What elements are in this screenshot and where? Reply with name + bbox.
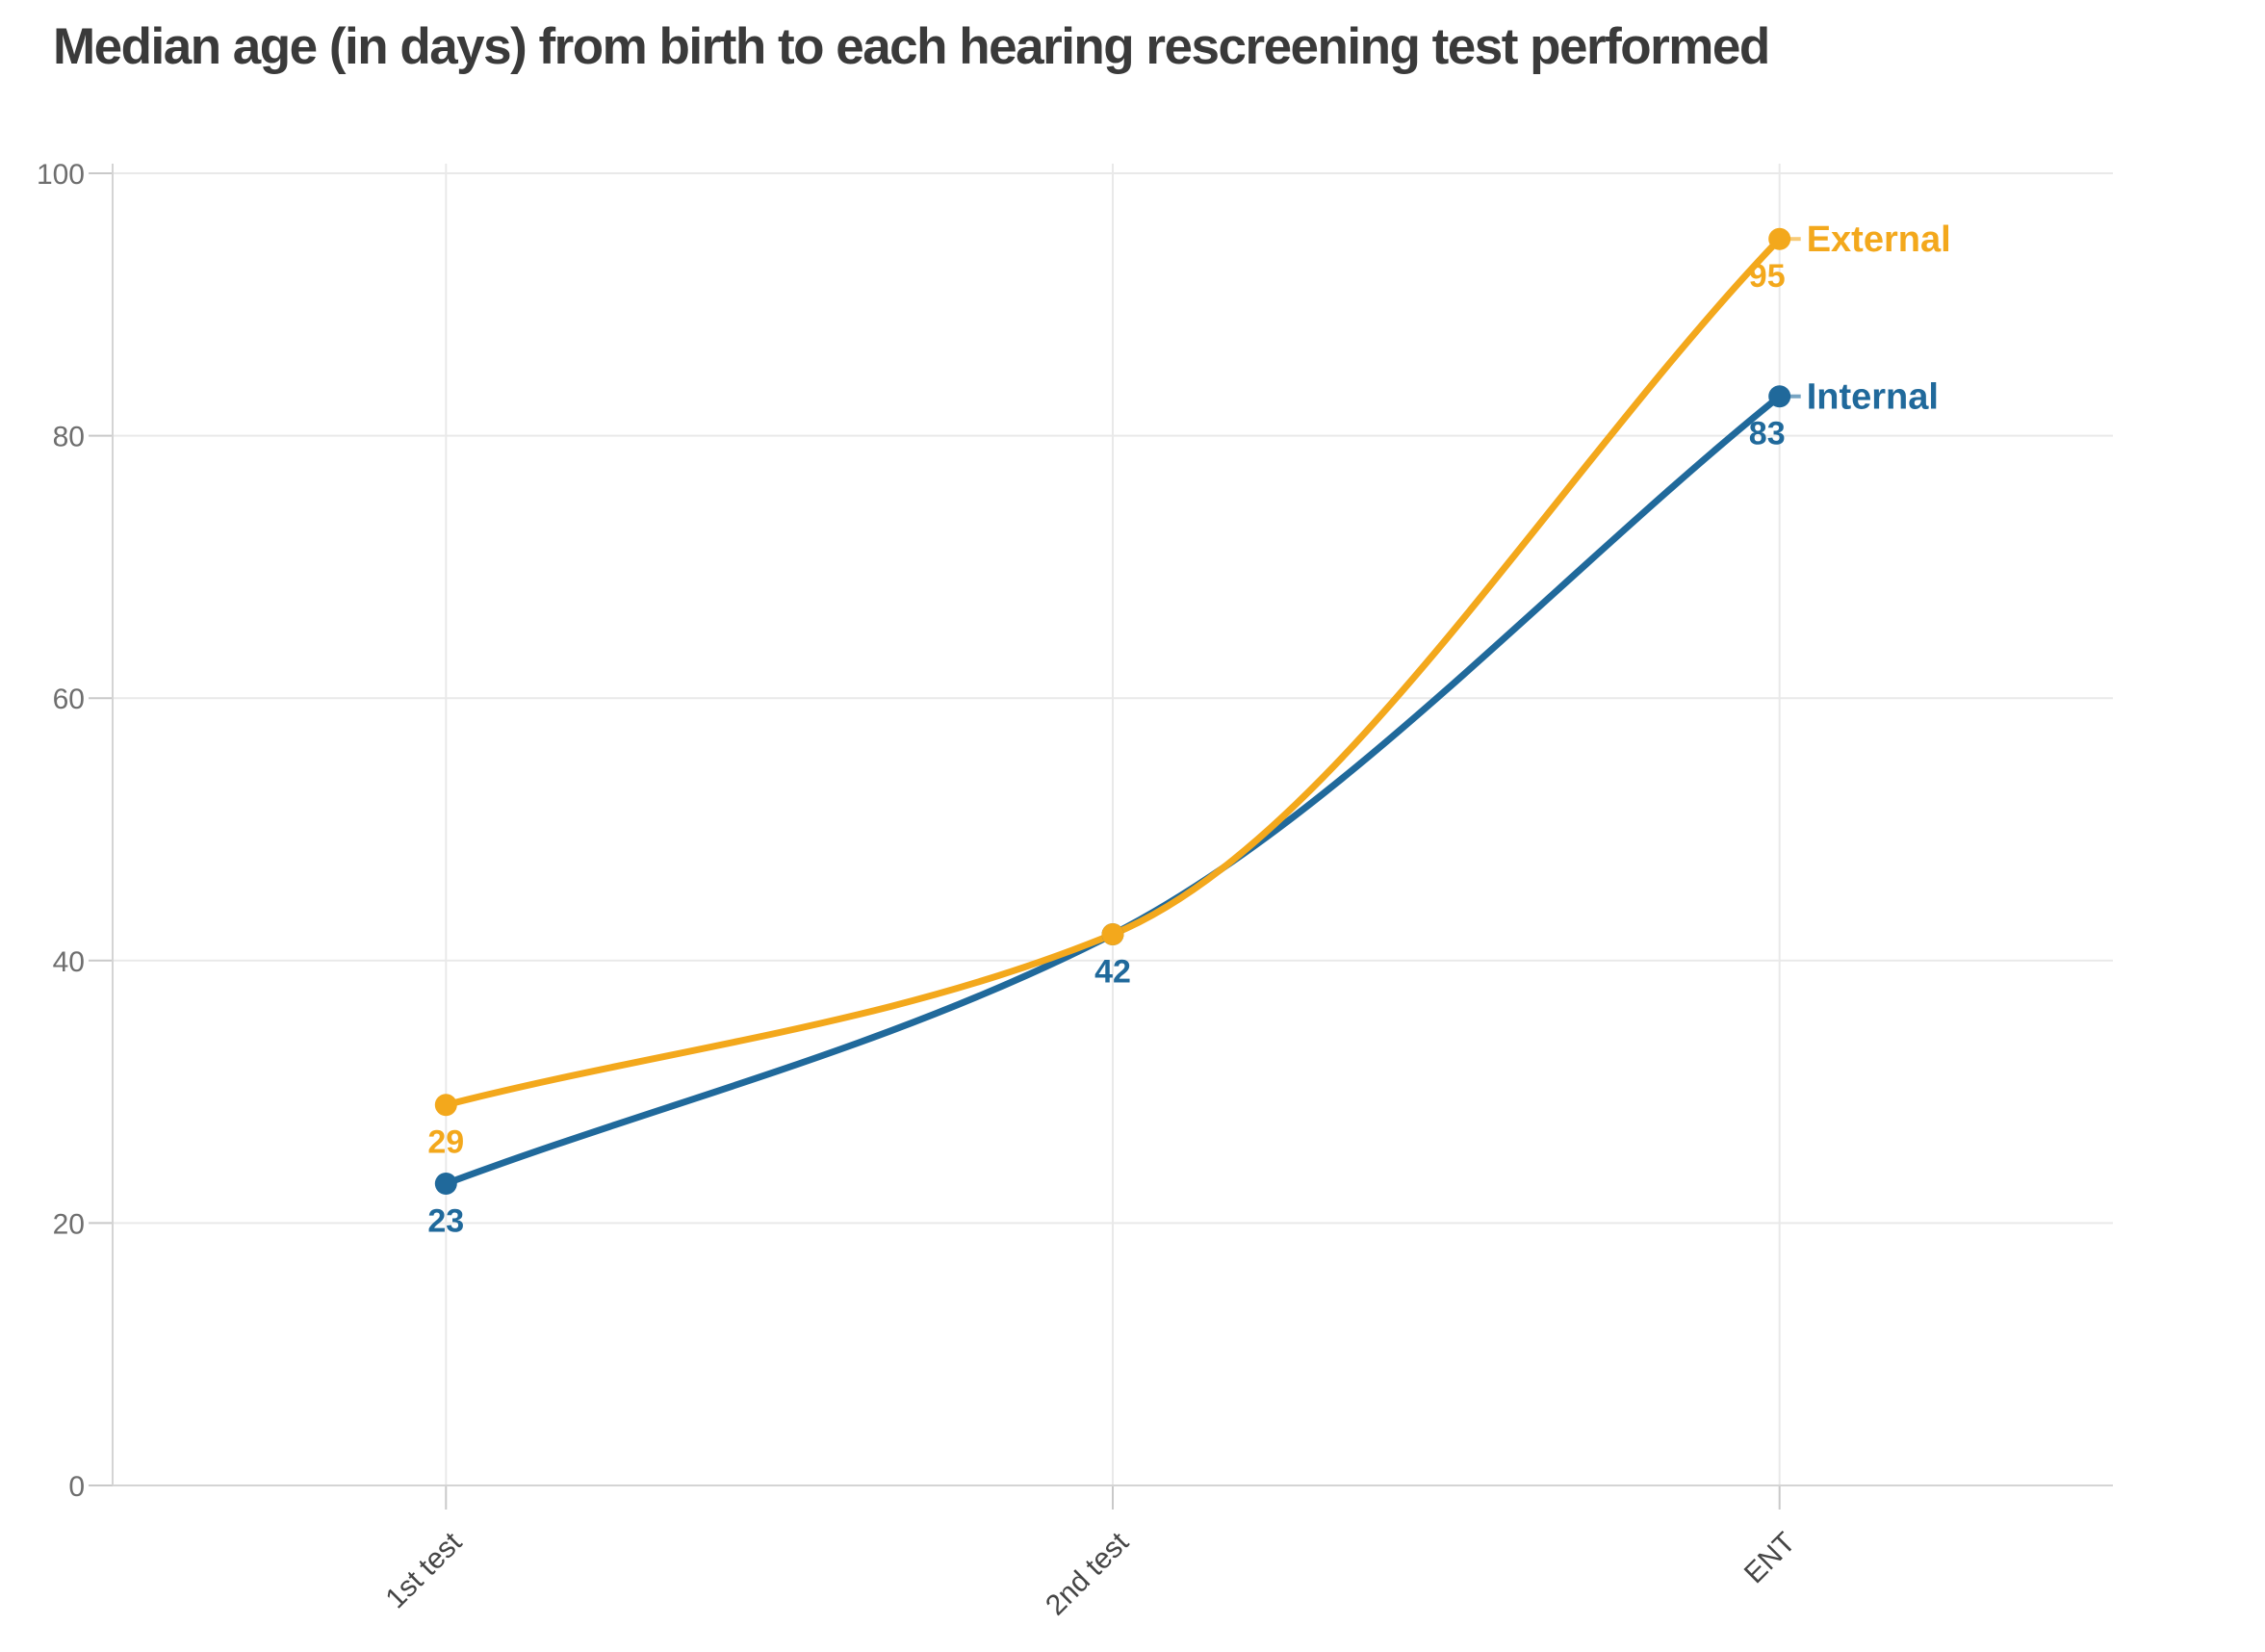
y-tick-label: 20 [53, 1208, 85, 1240]
y-tick-label: 60 [53, 684, 85, 715]
value-label: 29 [427, 1124, 464, 1161]
data-point-external [1101, 923, 1124, 945]
value-label: 23 [427, 1203, 464, 1240]
data-point-external [434, 1094, 457, 1117]
series-line-external [442, 235, 1784, 1109]
y-tick-label: 40 [53, 946, 85, 978]
y-tick-label: 100 [37, 159, 85, 191]
series-label-internal: Internal [1807, 377, 1939, 418]
x-tick-label: 1st test [380, 1526, 469, 1614]
chart-title: Median age (in days) from birth to each … [53, 18, 1770, 75]
series-label-external: External [1807, 219, 1951, 260]
y-tick-label: 80 [53, 422, 85, 453]
data-point-internal [1768, 385, 1791, 408]
x-tick-label: ENT [1738, 1527, 1802, 1590]
value-label: 95 [1749, 258, 1786, 295]
value-label: 83 [1749, 416, 1786, 452]
value-label: 42 [1094, 954, 1131, 991]
x-tick-label: 2nd test [1040, 1526, 1135, 1621]
data-point-external [1768, 227, 1791, 250]
y-tick-label: 0 [68, 1471, 85, 1503]
data-point-internal [434, 1173, 457, 1195]
